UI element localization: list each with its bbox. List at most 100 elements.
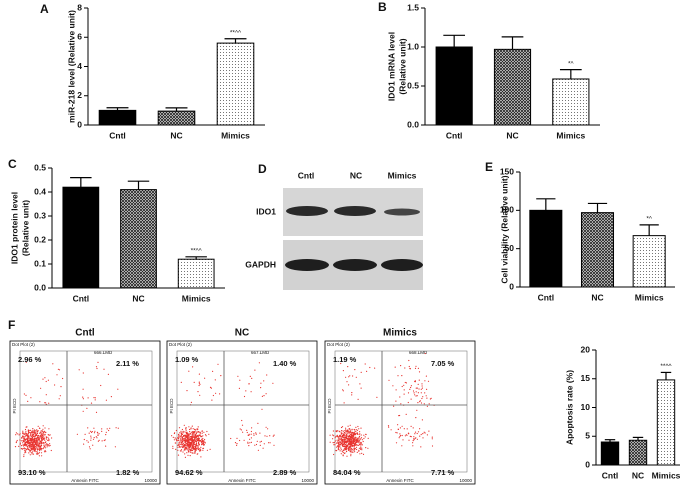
event-dot [196,431,198,433]
event-dot [36,451,38,453]
event-dot [241,419,243,422]
event-dot [24,452,26,454]
event-dot [349,446,352,448]
event-dot [39,446,41,448]
event-dot [422,437,424,439]
event-dot [42,425,44,427]
event-dot [190,438,192,440]
event-dot [32,450,34,452]
event-dot [32,442,35,444]
lane-label: Mimics [388,170,417,180]
event-dot [348,428,350,430]
event-dot [199,440,202,442]
event-dot [358,444,360,446]
event-dot [117,427,119,429]
event-dot [189,446,191,448]
event-dot [422,433,424,435]
event-dot [339,442,341,444]
event-dot [186,431,188,434]
event-dot [417,367,419,369]
event-dot [39,445,41,447]
event-dot [428,430,430,432]
event-dot [180,446,182,448]
event-dot [424,392,426,394]
event-dot [346,446,348,448]
event-dot [357,444,359,446]
event-dot [45,436,47,438]
event-dot [37,443,39,445]
event-dot [408,439,410,441]
event-dot [354,447,356,450]
y-tick-label: 0.4 [34,186,46,196]
event-dot [45,447,47,449]
event-dot [47,436,49,438]
blot: D Cntl NC Mimics IDO1 GAPDH [245,162,423,290]
event-dot [345,438,347,440]
event-dot [32,440,35,443]
event-dot [31,449,33,451]
event-dot [185,435,187,437]
event-dot [175,438,177,440]
event-dot [203,431,205,433]
event-dot [409,435,411,437]
event-dot [186,440,188,442]
event-dot [399,435,401,438]
event-dot [191,449,193,451]
event-dot [355,426,357,428]
event-dot [30,441,32,443]
y-tick-label: 0 [585,459,590,469]
event-dot [185,429,187,431]
event-dot [44,437,46,439]
event-dot [358,433,360,435]
event-dot [25,449,27,451]
event-dot [410,436,412,438]
y-tick-label: 20 [581,344,591,354]
event-dot [195,440,197,442]
event-dot [27,444,29,446]
y-axis-label: PI ECD [327,398,332,414]
x-axis-label: Annexin FITC [386,478,414,483]
event-dot [349,432,351,434]
event-dot [191,448,193,450]
event-dot [401,425,403,427]
x-tick-label: Mimics [182,293,211,303]
event-dot [32,453,35,455]
event-dot [33,431,35,433]
bar [177,258,215,289]
event-dot [182,447,184,449]
event-dot [345,434,347,436]
event-dot [418,379,420,381]
event-dot [198,431,200,433]
event-dot [187,446,189,448]
plot-area [19,350,153,473]
event-dot [185,445,187,447]
event-dot [347,366,349,368]
event-dot [206,449,208,451]
event-dot [35,434,37,437]
event-dot [82,372,84,374]
blot-band [333,259,377,271]
event-dot [194,445,196,447]
event-dot [403,393,405,395]
event-dot [204,434,207,436]
event-dot [359,447,362,449]
event-dot [350,437,352,439]
event-dot [397,428,399,430]
event-dot [42,448,44,450]
plot-area [334,350,468,473]
x-tick-label: Cntl [602,470,619,480]
event-dot [40,448,42,450]
event-dot [36,438,38,440]
plot-header: Dot Plot (2) [327,342,350,347]
event-dot [337,445,339,447]
event-dot [333,453,335,456]
event-dot [22,437,24,439]
event-dot [174,442,176,444]
event-dot [262,447,264,449]
event-dot [335,442,338,444]
event-dot [342,454,344,456]
event-dot [212,394,214,397]
event-dot [220,375,222,377]
event-dot [188,444,190,446]
event-dot [25,432,27,434]
